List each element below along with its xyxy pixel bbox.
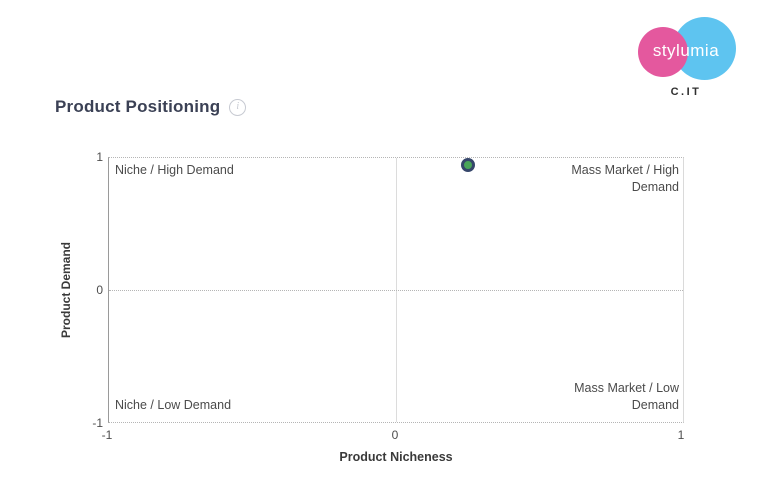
x-tick-minus-1: -1 xyxy=(101,428,113,442)
info-icon[interactable]: i xyxy=(229,98,247,116)
y-axis-label: Product Demand xyxy=(59,242,73,339)
quadrant-label-top-right: Mass Market / High Demand xyxy=(571,163,679,194)
logo-sub-brand-text: C.IT xyxy=(670,86,702,98)
y-zero-gridline xyxy=(109,290,683,291)
x-axis-label: Product Nicheness xyxy=(339,450,453,464)
quadrant-label-bottom-left: Niche / Low Demand xyxy=(115,398,232,412)
stylumia-logo: stylumia C.IT xyxy=(630,12,745,104)
y-tick-minus-1: -1 xyxy=(92,416,103,430)
y-tick-0: 0 xyxy=(96,283,103,297)
x-tick-0: 0 xyxy=(391,428,399,442)
logo-brand-text: stylumia xyxy=(652,41,720,60)
plot-area: Niche / High Demand Mass Market / High D… xyxy=(108,157,684,423)
x-tick-1: 1 xyxy=(677,428,685,442)
quadrant-label-top-left: Niche / High Demand xyxy=(115,163,234,177)
page-title: Product Positioning xyxy=(55,97,221,116)
y-tick-1: 1 xyxy=(96,150,103,164)
quadrant-label-bottom-right: Mass Market / Low Demand xyxy=(574,381,679,412)
title-row: Product Positioning i xyxy=(55,97,247,117)
data-point[interactable] xyxy=(460,157,475,172)
logo-pink-circle-icon xyxy=(638,27,688,77)
